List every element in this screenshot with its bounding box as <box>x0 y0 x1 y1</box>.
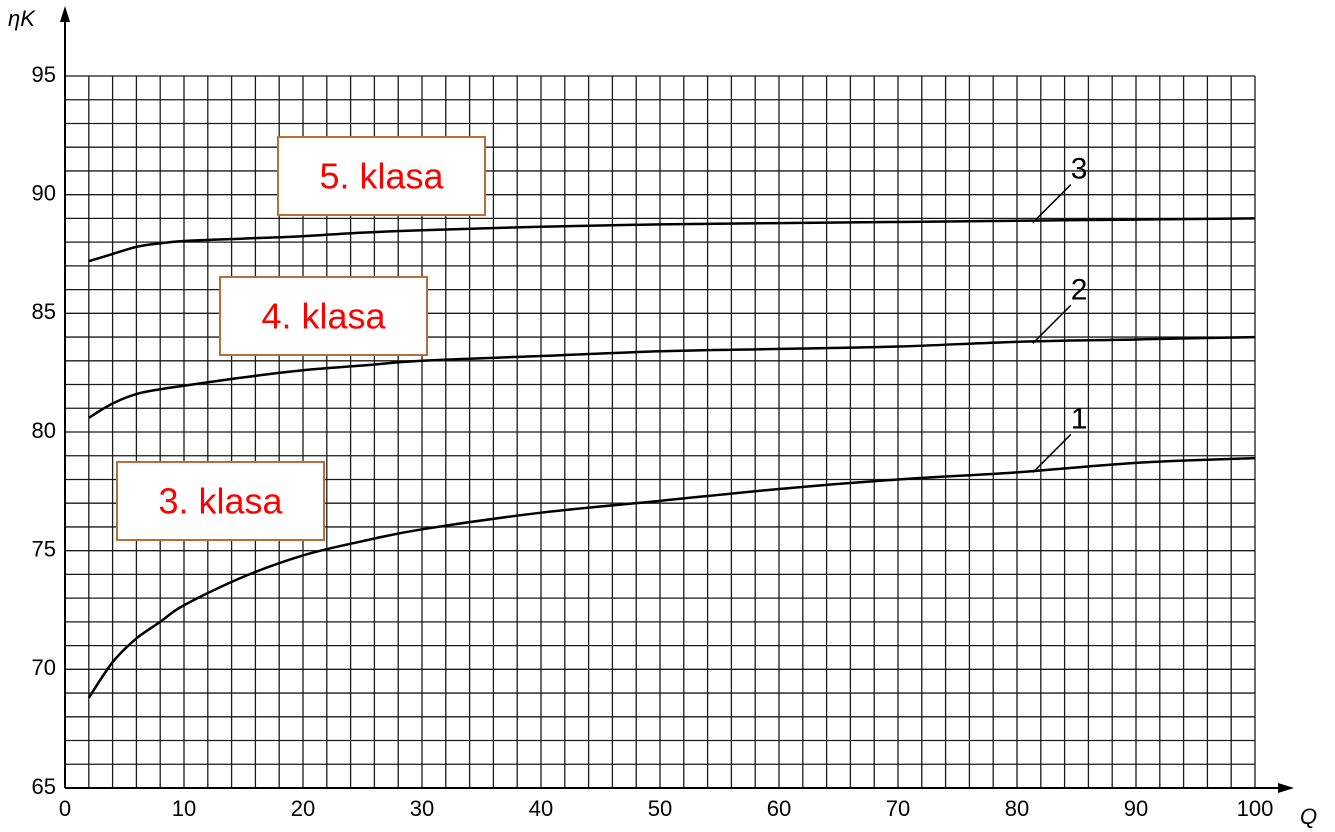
x-axis-label: Q <box>1300 804 1317 829</box>
leader-line <box>1032 304 1072 344</box>
x-tick-label: 80 <box>1005 796 1029 821</box>
y-tick-label: 95 <box>32 62 56 87</box>
x-tick-label: 10 <box>172 796 196 821</box>
leader-line <box>1032 184 1072 224</box>
annotation: 5. klasa <box>319 156 444 197</box>
y-axis-label: ηK <box>8 6 36 31</box>
annotation-box <box>277 136 486 216</box>
y-axis-arrow <box>60 6 70 22</box>
x-tick-label: 0 <box>59 796 71 821</box>
x-tick-label: 20 <box>291 796 315 821</box>
series-label: 3 <box>1071 152 1088 185</box>
annotation-box <box>116 461 325 541</box>
leader-line <box>1032 433 1072 473</box>
annotation: 3. klasa <box>158 481 283 522</box>
series-line <box>87 456 1256 699</box>
y-tick-label: 90 <box>32 180 56 205</box>
y-tick-label: 70 <box>32 655 56 680</box>
series-label: 1 <box>1071 402 1088 435</box>
series-label: 2 <box>1071 273 1088 306</box>
x-tick-label: 60 <box>767 796 791 821</box>
y-tick-label: 65 <box>32 774 56 799</box>
x-tick-label: 30 <box>410 796 434 821</box>
x-tick-label: 100 <box>1237 796 1274 821</box>
series-line <box>88 217 1256 263</box>
y-tick-label: 75 <box>32 536 56 561</box>
x-axis-arrow <box>1278 783 1294 793</box>
x-tick-label: 50 <box>648 796 672 821</box>
y-tick-label: 85 <box>32 299 56 324</box>
annotation: 4. klasa <box>261 296 386 337</box>
x-tick-label: 90 <box>1124 796 1148 821</box>
y-tick-label: 80 <box>32 418 56 443</box>
x-tick-label: 70 <box>886 796 910 821</box>
annotation-box <box>219 276 428 356</box>
series-line <box>88 335 1256 419</box>
x-tick-label: 40 <box>529 796 553 821</box>
